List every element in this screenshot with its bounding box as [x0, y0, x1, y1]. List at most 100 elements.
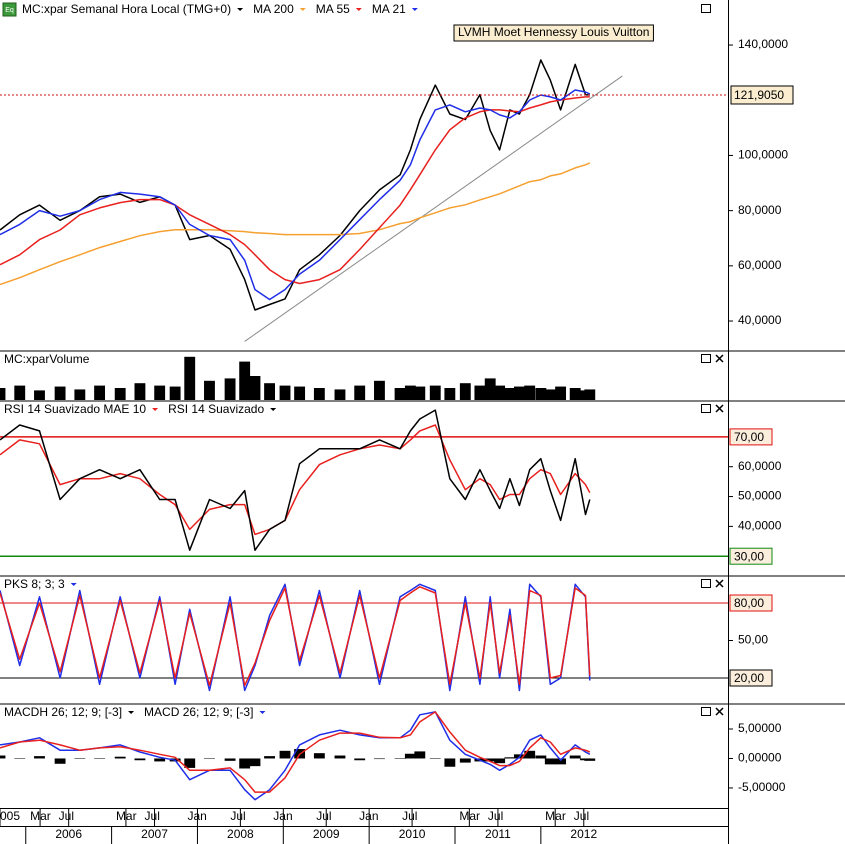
bar: [374, 758, 385, 760]
bar: [504, 388, 516, 400]
close-button[interactable]: [715, 404, 724, 413]
month-tick-label: Mar: [116, 809, 137, 823]
bar: [279, 750, 291, 759]
pane: 5,00000 0,00000 -5,00000: [0, 707, 786, 801]
bar: [459, 758, 471, 763]
bar: [354, 758, 366, 761]
bar: [134, 758, 146, 761]
bar: [34, 390, 45, 400]
level-label: 20,00: [734, 671, 764, 685]
y-tick-label: 50,00: [738, 633, 768, 647]
level-label-box: [729, 594, 773, 612]
bar: [494, 758, 506, 764]
month-tick-label: Jul: [574, 809, 589, 823]
series-line: [0, 409, 591, 551]
bar: [459, 383, 471, 400]
bar: [313, 388, 325, 400]
y-tick-label: 40,0000: [738, 519, 782, 533]
y-tick-label: 140,0000: [738, 37, 788, 51]
bar: [535, 388, 547, 400]
pane: 60,0000 50,0000 40,0000 70,00 30,00: [0, 404, 782, 565]
close-button[interactable]: [715, 579, 724, 588]
y-tick-label: 40,0000: [738, 313, 782, 327]
legend-entry: RSI 14 Suavizado MAE 10: [4, 402, 146, 416]
bar: [94, 758, 106, 759]
series-line: [0, 711, 591, 793]
y-tick-label: 60,0000: [738, 258, 782, 272]
bar: [494, 385, 506, 400]
last-value-box: [730, 85, 794, 105]
legend-dropdown: [299, 8, 306, 11]
bar: [239, 758, 251, 769]
bar: [584, 758, 596, 761]
level-label: 70,00: [734, 430, 764, 444]
year-tick-label: 2012: [570, 827, 597, 841]
close-button[interactable]: [715, 354, 724, 363]
bar: [279, 385, 291, 400]
legend-dropdown: [411, 8, 418, 11]
legend-entry: MA 200: [253, 2, 294, 16]
bar: [14, 758, 26, 759]
month-tick-label: Jul: [488, 809, 503, 823]
bar: [474, 385, 486, 400]
month-tick-label: Mar: [459, 809, 480, 823]
close-button[interactable]: [715, 707, 724, 716]
bar: [14, 385, 26, 400]
month-tick-label: Mar: [545, 809, 566, 823]
bar: [513, 386, 525, 400]
level-label: 80,00: [734, 596, 764, 610]
y-tick-label: 60,0000: [738, 459, 782, 473]
trendline: [244, 75, 623, 342]
bar: [584, 389, 596, 400]
series-line: [0, 162, 591, 286]
bar: [224, 758, 236, 761]
bar: [204, 380, 215, 400]
bar: [54, 386, 66, 400]
bar: [429, 385, 441, 400]
series-line: [0, 586, 591, 687]
bar: [184, 758, 196, 768]
series-line: [0, 96, 590, 285]
maximize-button[interactable]: [701, 579, 711, 588]
bar: [239, 361, 251, 400]
y-tick-label: -5,00000: [738, 780, 786, 794]
bar: [484, 758, 496, 762]
bar: [34, 756, 45, 759]
month-tick-label: Jul: [316, 809, 331, 823]
level-label-box: [729, 547, 773, 565]
legend-entry: MA 55: [316, 2, 350, 16]
bar: [404, 385, 416, 400]
pane: 50,00 80,00 20,00: [0, 579, 773, 692]
legend-dropdown: [70, 583, 77, 586]
month-tick-label: Jul: [145, 809, 160, 823]
equity-icon: [2, 2, 17, 17]
month-tick-label: Jul: [230, 809, 245, 823]
maximize-button[interactable]: [701, 707, 711, 716]
series-line: [0, 59, 590, 311]
year-tick-label: 2006: [55, 827, 82, 841]
bar: [524, 750, 536, 759]
legend-dropdown: [259, 711, 266, 714]
level-label-box: [729, 428, 773, 446]
bar: [294, 386, 306, 400]
bar: [555, 386, 567, 400]
bar: [74, 758, 86, 759]
bar: [354, 385, 366, 400]
month-tick-label: Jan: [187, 809, 206, 823]
month-tick-label: Mar: [30, 809, 51, 823]
equity-icon-glyph: Eq: [5, 7, 14, 14]
maximize-button[interactable]: [701, 354, 711, 363]
maximize-button[interactable]: [701, 404, 711, 413]
pane: 140,0000 100,0000 80,0000 60,0000 40,0000 121…: [0, 24, 794, 342]
maximize-button[interactable]: [701, 4, 711, 13]
bar: [94, 385, 106, 400]
bar: [184, 356, 196, 400]
bar: [249, 376, 261, 400]
bar: [569, 755, 581, 759]
bar: [504, 757, 516, 759]
bar: [114, 756, 126, 759]
annotation-box: [453, 24, 654, 42]
pane-title: MC:xparVolume: [4, 352, 90, 366]
bar: [569, 388, 581, 400]
bar: [394, 758, 406, 759]
